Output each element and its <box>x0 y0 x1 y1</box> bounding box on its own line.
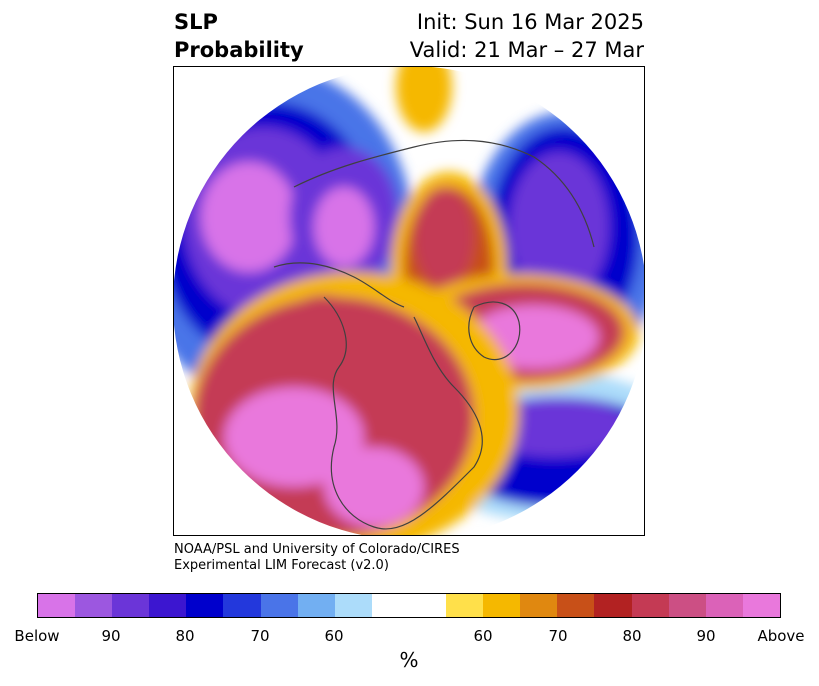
credit: NOAA/PSL and University of Colorado/CIRE… <box>174 542 460 574</box>
colorbar-tick-label: Above <box>757 627 805 645</box>
colorbar-unit: % <box>399 648 419 672</box>
colorbar-segment <box>705 594 743 617</box>
colorbar-tick-label: 80 <box>175 627 195 645</box>
colorbar-segment <box>631 594 669 617</box>
coast-north-america <box>323 296 483 530</box>
region-below-west-core <box>201 162 297 272</box>
colorbar-tick-label: 90 <box>101 627 121 645</box>
init-date: Init: Sun 16 Mar 2025 <box>416 10 644 34</box>
region-below-north-core <box>314 187 374 267</box>
colorbar-segment <box>297 594 335 617</box>
colorbar-segment <box>149 594 187 617</box>
credit-line-2: Experimental LIM Forecast (v2.0) <box>174 558 389 573</box>
coastlines <box>273 139 595 530</box>
credit-line-1: NOAA/PSL and University of Colorado/CIRE… <box>174 542 460 557</box>
colorbar-segment <box>668 594 706 617</box>
colorbar-tick-label: 70 <box>548 627 568 645</box>
title-left: SLP Probability <box>174 8 304 64</box>
region-below-east-inner <box>509 152 609 302</box>
colorbar-segment <box>75 594 113 617</box>
region-above-pacific-inner <box>224 387 364 487</box>
probability-map <box>174 67 644 535</box>
colorbar-tick-label: 70 <box>250 627 270 645</box>
colorbar-segment <box>446 594 484 617</box>
colorbar-segment <box>594 594 632 617</box>
colorbar-segment <box>483 594 521 617</box>
region-above-alaska <box>284 295 364 359</box>
colorbar-segment <box>112 594 150 617</box>
colorbar-tick-label: 60 <box>324 627 344 645</box>
map-disk <box>174 67 644 535</box>
colorbar-tick-label: 80 <box>622 627 642 645</box>
coast-siberia <box>273 262 405 308</box>
polar-map <box>173 66 645 536</box>
coast-greenland <box>468 301 521 361</box>
colorbar-segment <box>520 594 558 617</box>
colorbar-segment <box>742 594 780 617</box>
colorbar-tick-label: Below <box>14 627 60 645</box>
title-quantity: Probability <box>174 38 304 62</box>
valid-range: Valid: 21 Mar – 27 Mar <box>409 38 644 62</box>
coast-eurasia <box>293 139 595 248</box>
region-above-north-pole <box>396 67 452 132</box>
colorbar-segment <box>38 594 76 617</box>
colorbar-tick-label: 60 <box>473 627 493 645</box>
colorbar <box>37 593 781 618</box>
title-right: Init: Sun 16 Mar 2025 Valid: 21 Mar – 27… <box>410 8 644 64</box>
region-above-northamerica-core <box>324 447 424 527</box>
title-variable: SLP <box>174 10 218 34</box>
region-above-central-inner <box>414 187 474 287</box>
colorbar-segment <box>186 594 224 617</box>
colorbar-segment <box>260 594 298 617</box>
colorbar-segment <box>223 594 261 617</box>
colorbar-segment <box>557 594 595 617</box>
colorbar-tick-label: 90 <box>696 627 716 645</box>
colorbar-segment <box>371 594 409 617</box>
colorbar-segment <box>334 594 372 617</box>
colorbar-segment <box>408 594 447 617</box>
